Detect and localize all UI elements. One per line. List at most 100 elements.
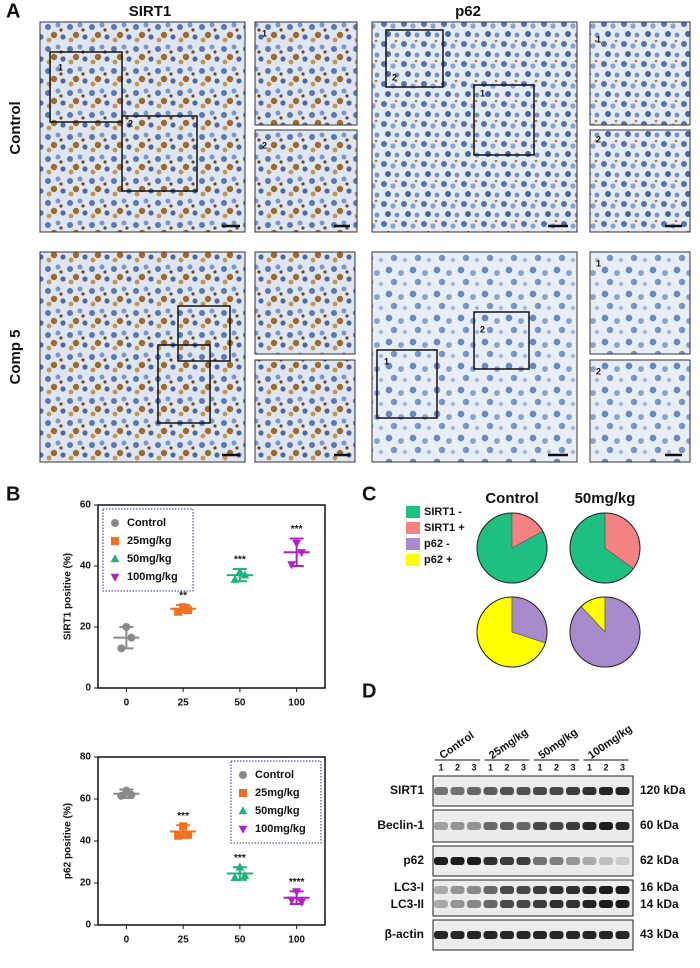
blot-band: [450, 900, 465, 908]
inset-label: 2: [480, 324, 485, 334]
blot-band: [566, 886, 580, 894]
blot-band: [533, 857, 547, 865]
legend-swatch: [406, 554, 420, 566]
point: [287, 561, 297, 570]
point: [235, 567, 245, 576]
inset-label: 2: [262, 140, 267, 150]
blot-band: [615, 900, 630, 908]
x-tick-label: 25: [178, 698, 190, 709]
blot-band: [516, 787, 531, 795]
blot-band: [549, 857, 564, 865]
legend-label: 100mg/kg: [255, 823, 306, 835]
blot-band: [483, 822, 498, 830]
pie-outline: [569, 512, 641, 584]
blot-band: [582, 931, 597, 939]
point: [122, 623, 131, 631]
inset-label: 1: [596, 34, 601, 44]
significance: ***: [177, 811, 189, 822]
inset-label: 2: [392, 72, 397, 82]
legend-label: p62 +: [424, 554, 452, 566]
blot-band: [533, 822, 547, 830]
x-tick-label: 50: [234, 698, 246, 709]
legend-label: Control: [127, 517, 166, 529]
blot-band: [566, 857, 580, 865]
legend-label: 25mg/kg: [127, 535, 172, 547]
point: [179, 822, 188, 831]
blot-band: [450, 886, 465, 894]
legend-swatch: [406, 506, 420, 518]
legend-frame: [230, 760, 322, 844]
legend-marker: [239, 789, 247, 797]
blot-band: [533, 931, 547, 939]
x-tick-label: 25: [178, 935, 190, 946]
lane-group-label: 25mg/kg: [487, 726, 530, 761]
size-label: 62 kDa: [640, 853, 679, 867]
lane-number: 1: [537, 762, 542, 772]
lane-number: 3: [471, 762, 476, 772]
blot-band: [467, 900, 481, 908]
blot-band: [582, 857, 597, 865]
protein-label: β-actin: [385, 927, 424, 941]
column-header: SIRT1: [129, 3, 172, 20]
blot-band: [516, 931, 531, 939]
lane-number: 3: [570, 762, 575, 772]
significance: ***: [234, 853, 246, 864]
pie-outline: [476, 512, 548, 584]
blot-strip: [432, 879, 634, 917]
lane-number: 2: [554, 762, 559, 772]
blot-band: [483, 886, 498, 894]
point: [174, 831, 183, 840]
blot-band: [599, 900, 613, 908]
legend-label: 50mg/kg: [127, 553, 172, 565]
blot-band: [516, 886, 531, 894]
point: [297, 549, 307, 558]
blot-band: [450, 787, 465, 795]
blot-band: [582, 900, 597, 908]
blot-band: [500, 931, 514, 939]
blot-band: [500, 857, 514, 865]
blot-band: [549, 787, 564, 795]
blot-band: [434, 857, 448, 865]
significance: ****: [289, 877, 305, 888]
blot-band: [500, 900, 514, 908]
point: [117, 791, 126, 800]
panel-a: A SIRT1 p62 Control Comp 5 1 2 1 2 2 1: [6, 0, 691, 463]
inset-label: 1: [262, 28, 267, 38]
column-header: p62: [455, 3, 481, 20]
micrograph: [254, 251, 356, 355]
blot-band: [566, 931, 580, 939]
x-tick-label: 0: [124, 935, 130, 946]
blot-band: [549, 822, 564, 830]
point: [230, 872, 240, 881]
panel-label: A: [6, 0, 20, 22]
point: [184, 830, 193, 839]
protein-label: SIRT1: [390, 783, 424, 797]
y-axis-label: p62 positive (%): [63, 803, 74, 879]
legend-label: SIRT1 +: [424, 522, 465, 534]
blot-band: [582, 886, 597, 894]
micrograph: [589, 359, 691, 463]
blot-band: [599, 931, 613, 939]
lane-number: 3: [521, 762, 526, 772]
blot-band: [615, 886, 630, 894]
point: [230, 574, 240, 583]
protein-label: LC3-I: [394, 880, 424, 894]
point: [235, 862, 245, 871]
blot-band: [450, 822, 465, 830]
y-tick-label: 40: [80, 561, 92, 572]
legend-marker: [238, 806, 248, 815]
blot-band: [434, 822, 448, 830]
y-tick-label: 0: [85, 683, 91, 694]
y-tick-label: 20: [80, 878, 92, 889]
protein-label: Beclin-1: [377, 818, 424, 832]
point: [292, 888, 302, 897]
lane-number: 3: [620, 762, 625, 772]
y-tick-label: 60: [80, 794, 92, 805]
blot-band: [566, 900, 580, 908]
legend-label: 100mg/kg: [127, 571, 178, 583]
size-label: 14 kDa: [640, 897, 679, 911]
legend-label: Control: [255, 769, 294, 781]
size-label: 60 kDa: [640, 818, 679, 832]
blot-strip: [432, 845, 634, 877]
